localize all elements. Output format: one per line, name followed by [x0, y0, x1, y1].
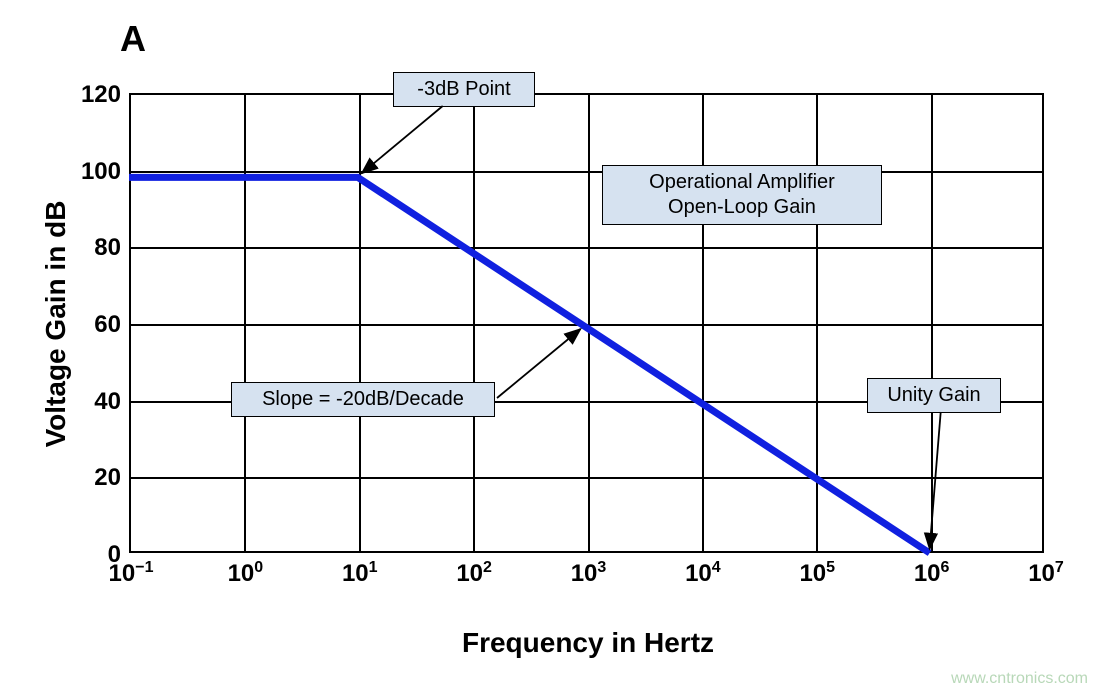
- annot-slope: Slope = -20dB/Decade: [231, 382, 495, 417]
- grid-line-v: [816, 95, 818, 551]
- grid-line-h: [131, 324, 1042, 326]
- annot-line2: Open-Loop Gain: [613, 195, 871, 220]
- grid-line-v: [931, 95, 933, 551]
- y-tick-label: 20: [94, 464, 121, 492]
- x-tick-label: 105: [799, 559, 835, 588]
- y-tick-label: 120: [81, 81, 121, 109]
- x-tick-label: 100: [228, 559, 264, 588]
- grid-line-v: [702, 95, 704, 551]
- y-tick-label: 100: [81, 158, 121, 186]
- grid-line-h: [131, 171, 1042, 173]
- grid-line-v: [359, 95, 361, 551]
- x-tick-label: 106: [914, 559, 950, 588]
- y-tick-label: 0: [108, 541, 121, 569]
- x-tick-label: 107: [1028, 559, 1064, 588]
- annot-3db-point: -3dB Point: [393, 72, 535, 107]
- annot-unity-gain: Unity Gain: [867, 378, 1001, 413]
- panel-label: A: [120, 18, 146, 60]
- x-tick-label: 102: [456, 559, 492, 588]
- x-tick-label: 103: [571, 559, 607, 588]
- annot-line1: Operational Amplifier: [613, 170, 871, 195]
- grid-line-h: [131, 247, 1042, 249]
- x-tick-label: 101: [342, 559, 378, 588]
- plot-area: 10−1100101102103104105106107020406080100…: [129, 93, 1044, 553]
- watermark: www.cntronics.com: [951, 670, 1088, 688]
- grid-line-h: [131, 477, 1042, 479]
- grid-line-v: [244, 95, 246, 551]
- grid-line-v: [588, 95, 590, 551]
- y-tick-label: 60: [94, 311, 121, 339]
- y-axis-label: Voltage Gain in dB: [40, 201, 72, 448]
- x-tick-label: 104: [685, 559, 721, 588]
- annot-open-loop-gain: Operational Amplifier Open-Loop Gain: [602, 165, 882, 225]
- x-axis-label: Frequency in Hertz: [462, 627, 714, 659]
- y-tick-label: 40: [94, 388, 121, 416]
- grid-line-v: [473, 95, 475, 551]
- y-tick-label: 80: [94, 234, 121, 262]
